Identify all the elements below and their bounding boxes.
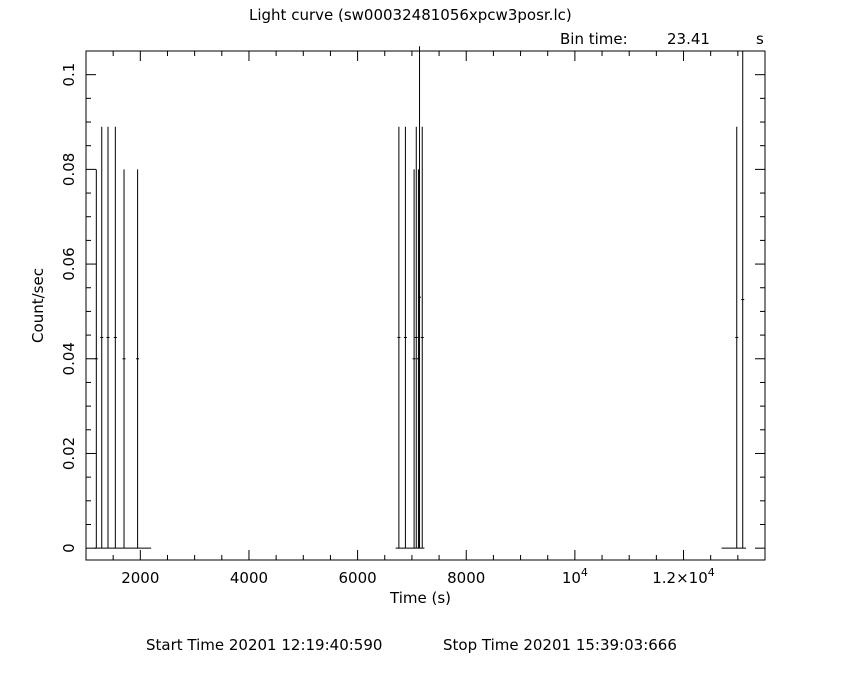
chart-title: Light curve (sw00032481056xpcw3posr.lc): [249, 6, 572, 24]
plot-frame: [85, 50, 766, 561]
y-tick-label: 0.1: [60, 63, 78, 87]
y-tick-label: 0.02: [60, 437, 78, 470]
y-tick-label: 0.06: [60, 247, 78, 280]
x-tick-label: 6000: [339, 569, 377, 587]
bin-time-value: 23.41: [667, 30, 710, 48]
x-axis-label: Time (s): [390, 589, 451, 607]
stop-time: Stop Time 20201 15:39:03:666: [443, 636, 677, 654]
x-tick-label: 104: [562, 566, 588, 587]
x-tick-label: 8000: [447, 569, 485, 587]
bin-time-unit: s: [756, 30, 764, 48]
y-tick-label: 0.08: [60, 153, 78, 186]
x-tick-label: 2000: [121, 569, 159, 587]
bin-time-label: Bin time:: [560, 30, 628, 48]
y-tick-label: 0.04: [60, 342, 78, 375]
x-tick-label: 1.2×104: [652, 566, 715, 587]
start-time: Start Time 20201 12:19:40:590: [146, 636, 383, 654]
x-tick-label: 4000: [230, 569, 268, 587]
y-tick-label: 0: [60, 543, 78, 553]
y-axis-label: Count/sec: [29, 268, 47, 343]
